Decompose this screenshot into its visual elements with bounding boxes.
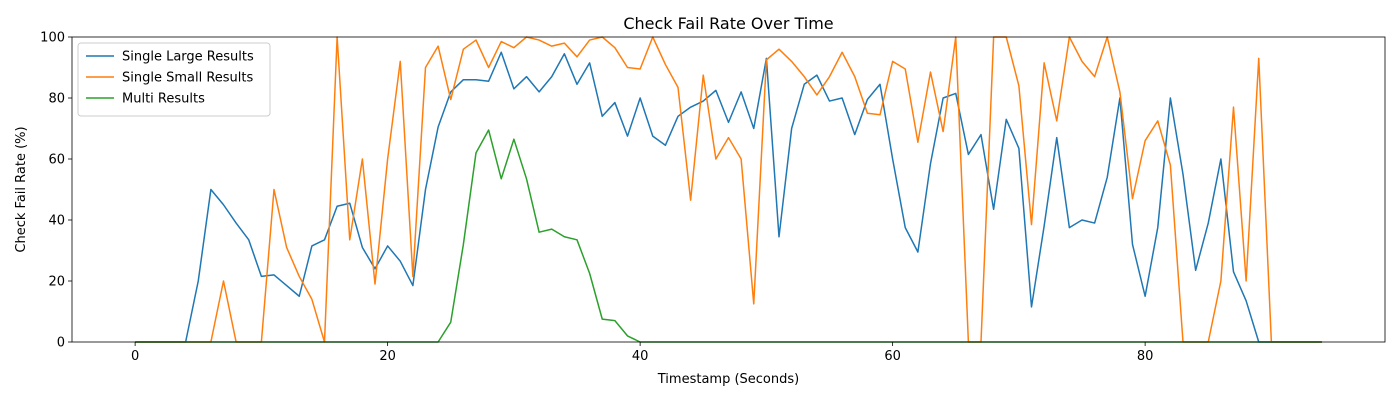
axes-frame [71,36,1386,343]
y-tick-label: 100 [40,31,65,46]
chart-title: Check Fail Rate Over Time [623,14,833,33]
plot-area: 0 20 40 60 80 0 20 40 60 80 100 [40,31,1386,364]
y-tick-label: 20 [48,275,65,290]
x-tick-label: 60 [884,349,901,364]
x-axis-label: Timestamp (Seconds) [657,372,799,387]
x-tick-label: 0 [131,349,139,364]
legend-box [77,42,271,117]
x-tick-label: 40 [632,349,649,364]
legend-label-1: Single Large Results [122,50,254,65]
x-tick-label: 20 [379,349,396,364]
series-line-3 [135,129,1322,343]
y-tick-label: 80 [48,92,65,107]
y-tick-label: 40 [48,214,65,229]
series-line-2 [135,36,1322,343]
series-line-1 [135,51,1322,343]
y-tick-label: 60 [48,153,65,168]
y-axis-label: Check Fail Rate (%) [14,126,29,252]
legend: Single Large Results Single Small Results… [77,42,271,117]
legend-label-3: Multi Results [122,92,205,107]
legend-label-2: Single Small Results [122,71,254,86]
x-tick-label: 80 [1137,349,1154,364]
y-tick-label: 0 [57,336,65,351]
